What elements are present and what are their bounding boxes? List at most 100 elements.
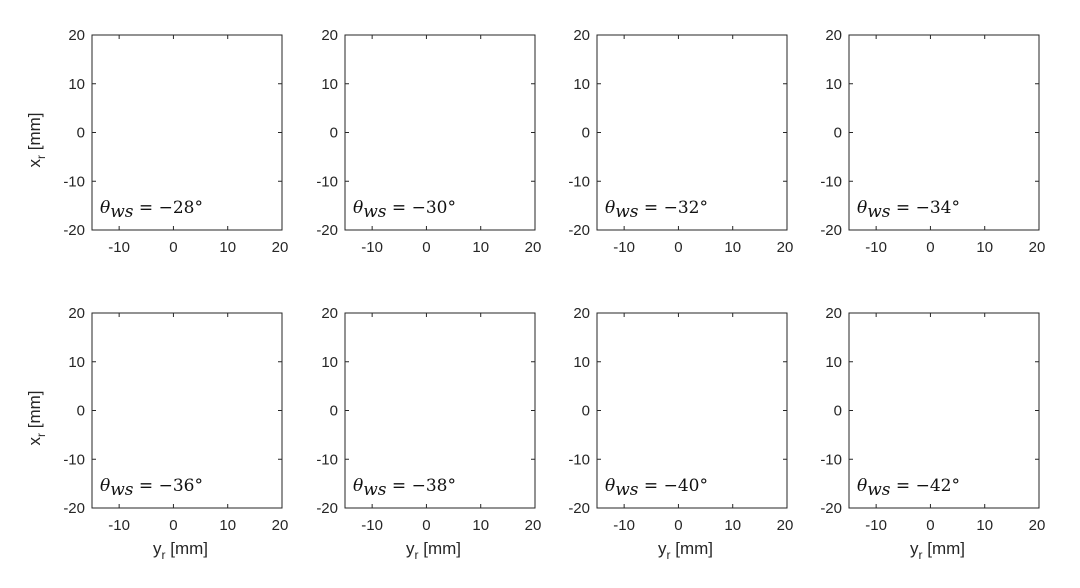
y-tick-label: 20	[68, 305, 85, 322]
x-tick-label: 20	[525, 239, 542, 256]
x-tick-label: 20	[1029, 517, 1046, 534]
y-tick-label: -20	[820, 500, 842, 517]
x-tick-label: 20	[525, 517, 542, 534]
heatmap-panel-theta-36: -10 0 10 20 20 10 0 -10 -20 θws = −36° xr [mm] yr […	[25, 305, 288, 562]
x-tick-label: -10	[361, 239, 383, 256]
heatmap-panel-theta-30: -10 0 10 20 20 10 0 -10 -20 θws = −30°	[316, 27, 541, 256]
y-tick-label: 0	[834, 403, 842, 420]
y-tick-label: -20	[568, 500, 590, 517]
y-tick-label: 10	[321, 76, 338, 93]
y-tick-label: 0	[77, 125, 85, 142]
y-tick-label: 20	[573, 27, 590, 44]
y-tick-label: -10	[820, 451, 842, 468]
y-tick-label: -20	[63, 500, 85, 517]
x-tick-label: 10	[976, 517, 993, 534]
y-tick-label: -20	[820, 222, 842, 239]
x-tick-label: 0	[422, 517, 430, 534]
x-tick-label: 0	[169, 517, 177, 534]
x-tick-label: 10	[472, 517, 489, 534]
theta-label: θws = −40°	[605, 476, 708, 500]
x-tick-label: 20	[272, 239, 289, 256]
x-tick-label: 10	[472, 239, 489, 256]
x-axis-label: yr [mm]	[406, 539, 461, 562]
x-tick-label: 0	[674, 239, 682, 256]
x-tick-label: -10	[865, 517, 887, 534]
y-tick-label: 20	[573, 305, 590, 322]
y-tick-label: 0	[330, 125, 338, 142]
x-tick-label: -10	[361, 517, 383, 534]
theta-label: θws = −36°	[100, 476, 203, 500]
x-tick-label: 0	[674, 517, 682, 534]
y-tick-label: 20	[321, 27, 338, 44]
x-tick-label: 10	[219, 239, 236, 256]
x-tick-label: -10	[865, 239, 887, 256]
heatmap-panel-theta-28: -10 0 10 20 20 10 0 -10 -20 θws = −28° xr [mm]	[25, 27, 288, 256]
y-tick-label: 20	[825, 305, 842, 322]
x-axis-label: yr [mm]	[153, 539, 208, 562]
y-tick-label: 0	[330, 403, 338, 420]
x-tick-label: 20	[777, 517, 794, 534]
plot-frame	[848, 34, 1040, 231]
x-tick-label: 0	[169, 239, 177, 256]
y-tick-label: 0	[834, 125, 842, 142]
x-tick-label: 20	[1029, 239, 1046, 256]
plot-frame	[91, 312, 283, 509]
y-tick-label: -10	[316, 451, 338, 468]
x-tick-label: 20	[777, 239, 794, 256]
heatmap-panel-theta-32: -10 0 10 20 20 10 0 -10 -20 θws = −32°	[568, 27, 793, 256]
y-tick-label: -10	[820, 173, 842, 190]
x-tick-label: 10	[724, 517, 741, 534]
x-tick-label: -10	[613, 239, 635, 256]
y-axis-label: xr [mm]	[25, 391, 48, 446]
y-tick-label: 20	[321, 305, 338, 322]
y-tick-label: 10	[321, 354, 338, 371]
y-tick-label: -10	[568, 451, 590, 468]
y-tick-label: 10	[573, 354, 590, 371]
y-tick-label: 10	[825, 354, 842, 371]
y-tick-label: -20	[568, 222, 590, 239]
y-tick-label: -10	[63, 173, 85, 190]
y-tick-label: -20	[63, 222, 85, 239]
theta-label: θws = −34°	[857, 198, 960, 222]
plot-frame	[596, 34, 788, 231]
y-tick-label: 10	[825, 76, 842, 93]
y-tick-label: 10	[68, 76, 85, 93]
x-tick-label: -10	[613, 517, 635, 534]
y-tick-label: 10	[68, 354, 85, 371]
theta-label: θws = −28°	[100, 198, 203, 222]
heatmap-panel-theta-38: -10 0 10 20 20 10 0 -10 -20 θws = −38° yr [mm]	[316, 305, 541, 562]
x-tick-label: 0	[926, 517, 934, 534]
y-tick-label: -20	[316, 222, 338, 239]
heatmap-panel-theta-40: -10 0 10 20 20 10 0 -10 -20 θws = −40° yr [mm]	[568, 305, 793, 562]
x-axis-label: yr [mm]	[658, 539, 713, 562]
y-tick-label: 0	[77, 403, 85, 420]
y-axis-label: xr [mm]	[25, 113, 48, 168]
x-tick-label: 10	[976, 239, 993, 256]
y-tick-label: 20	[68, 27, 85, 44]
x-tick-label: 0	[422, 239, 430, 256]
y-tick-label: -10	[316, 173, 338, 190]
plot-frame	[848, 312, 1040, 509]
x-tick-label: -10	[108, 239, 130, 256]
y-tick-label: 0	[582, 125, 590, 142]
theta-label: θws = −38°	[353, 476, 456, 500]
plot-frame	[344, 34, 536, 231]
heatmap-panel-theta-42: -10 0 10 20 20 10 0 -10 -20 θws = −42° yr [mm]	[820, 305, 1045, 562]
x-tick-label: 0	[926, 239, 934, 256]
theta-label: θws = −32°	[605, 198, 708, 222]
y-tick-label: 10	[573, 76, 590, 93]
x-tick-label: 10	[724, 239, 741, 256]
x-tick-label: -10	[108, 517, 130, 534]
plot-frame	[91, 34, 283, 231]
x-tick-label: 10	[219, 517, 236, 534]
y-tick-label: -20	[316, 500, 338, 517]
x-tick-label: 20	[272, 517, 289, 534]
y-tick-label: 0	[582, 403, 590, 420]
x-axis-label: yr [mm]	[910, 539, 965, 562]
y-tick-label: -10	[63, 451, 85, 468]
plot-frame	[344, 312, 536, 509]
y-tick-label: -10	[568, 173, 590, 190]
y-tick-label: 20	[825, 27, 842, 44]
heatmap-panel-theta-34: -10 0 10 20 20 10 0 -10 -20 θws = −34°	[820, 27, 1045, 256]
